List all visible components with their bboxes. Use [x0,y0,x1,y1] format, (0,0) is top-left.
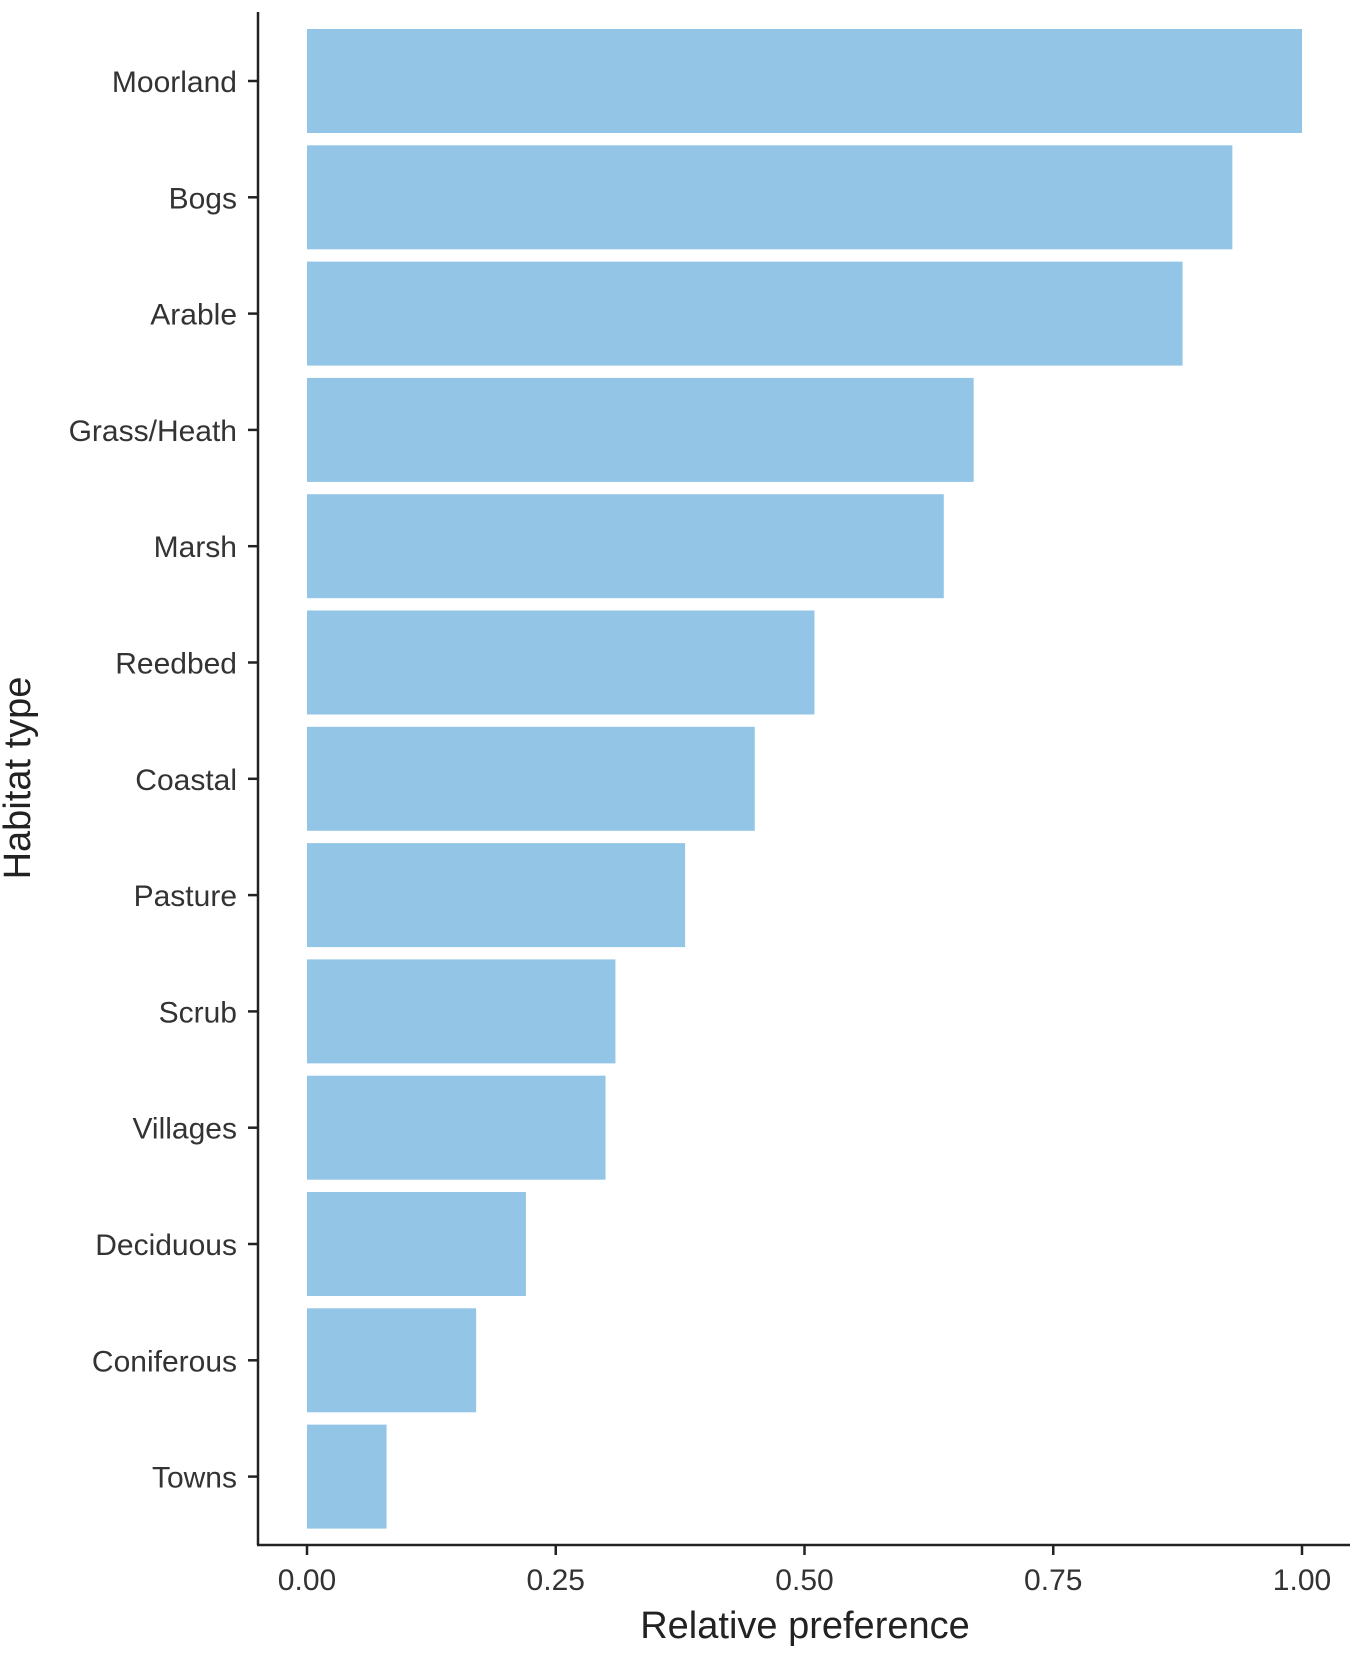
bar-scrub [307,959,616,1064]
y-tick-label: Villages [132,1113,237,1146]
bar-coastal [307,726,755,831]
x-tick-label: 0.50 [775,1564,833,1597]
x-tick-label: 1.00 [1273,1564,1331,1597]
bar-villages [307,1075,606,1180]
bar-pasture [307,843,686,948]
bar-moorland [307,29,1302,133]
x-tick-label: 0.75 [1024,1564,1082,1597]
bars-group [307,29,1302,1529]
y-ticks-group: Moorland Bogs Arable Grass/Heath Marsh Reedbe… [69,66,258,1495]
bar-deciduous [307,1192,526,1296]
y-tick-label: Coniferous [92,1345,237,1378]
y-tick-label: Arable [150,299,237,332]
x-tick-label: 0.25 [527,1564,585,1597]
y-tick-label: Reedbed [115,648,237,681]
y-tick-label: Pasture [134,880,237,913]
bar-arable [307,261,1183,366]
x-tick-label: 0.00 [278,1564,336,1597]
y-tick-label: Marsh [154,531,237,564]
bar-coniferous [307,1308,477,1413]
bar-reedbed [307,610,815,715]
y-tick-label: Towns [152,1462,237,1495]
y-tick-label: Scrub [159,996,237,1029]
x-ticks-group: 0.00 0.25 0.50 0.75 1.00 [278,1545,1331,1597]
y-axis-title: Habitat type [0,677,39,880]
y-tick-label: Moorland [112,66,237,99]
x-axis-title: Relative preference [640,1605,970,1647]
bar-grass-heath [307,377,974,482]
bar-marsh [307,494,944,599]
y-tick-label: Grass/Heath [69,415,237,448]
bar-towns [307,1424,387,1529]
y-tick-label: Bogs [169,182,237,215]
y-tick-label: Deciduous [95,1229,237,1262]
y-tick-label: Coastal [135,764,237,797]
bar-bogs [307,145,1233,250]
